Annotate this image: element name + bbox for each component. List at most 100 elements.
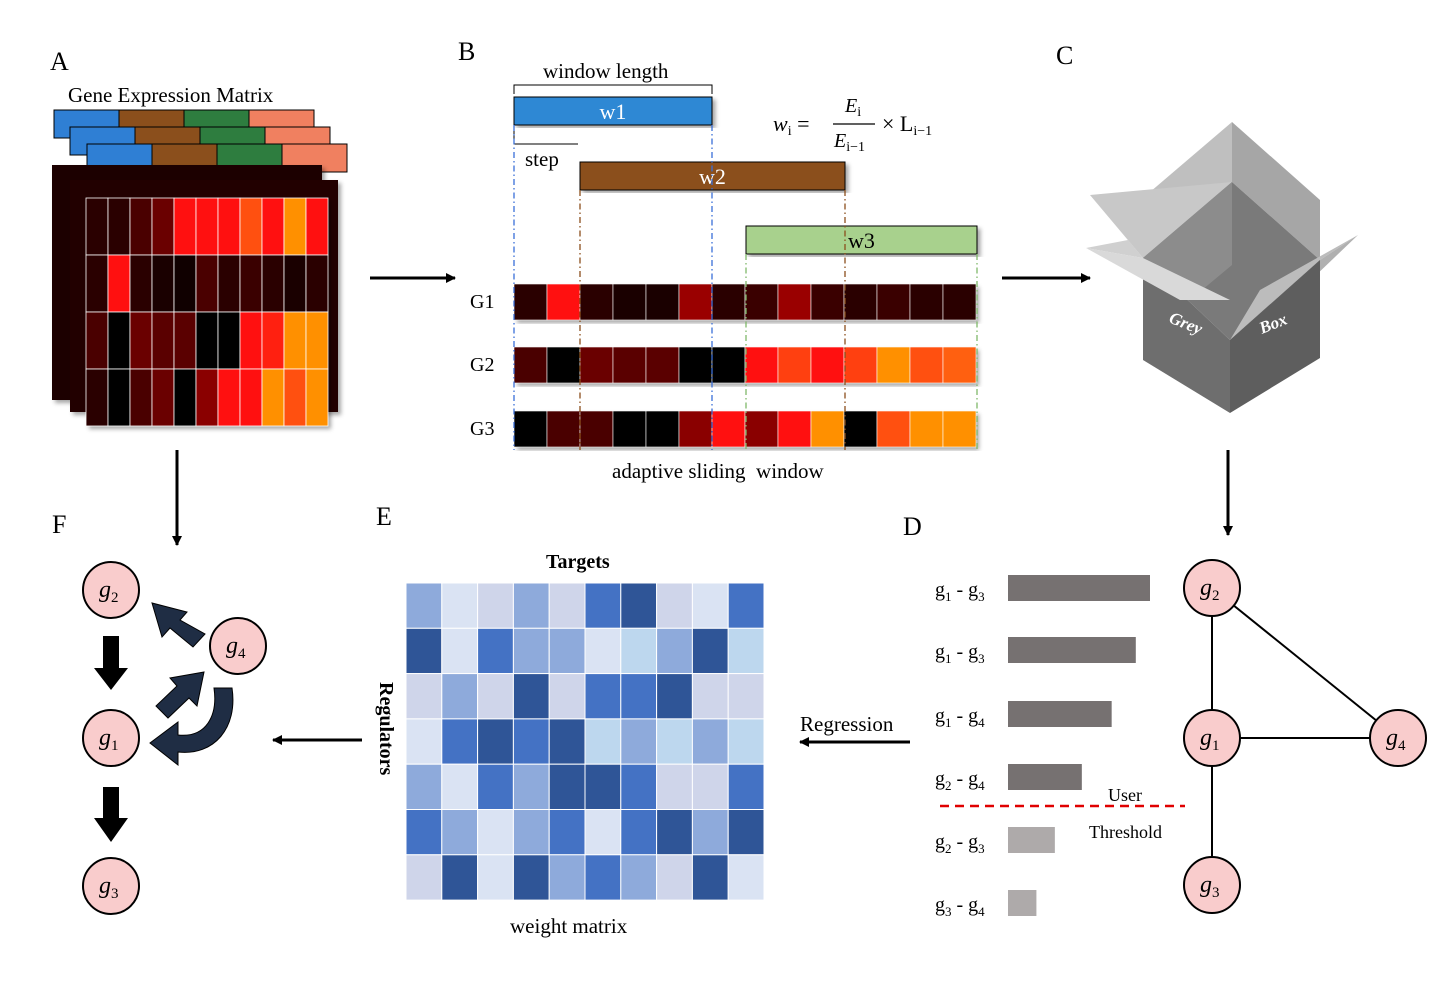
weight-cell	[691, 582, 729, 629]
node-g3: g3	[1183, 856, 1241, 914]
weight-cell	[584, 809, 622, 856]
panel-label-c: C	[1056, 41, 1073, 70]
gene-cell	[876, 346, 911, 384]
svg-text:g1: g1	[99, 725, 119, 754]
weight-cell	[441, 673, 479, 720]
weight-cell	[512, 718, 550, 765]
panel-label-a: A	[50, 47, 69, 76]
user-label: User	[1108, 785, 1142, 805]
window-label-w3: w3	[848, 228, 875, 253]
gene-cell	[579, 410, 614, 448]
gene-cell	[612, 346, 647, 384]
weight-cell	[441, 627, 479, 675]
expression-cell	[305, 368, 329, 427]
gene-cell	[777, 346, 812, 384]
edge-label: g2 - g4	[935, 768, 985, 793]
edge-score-bar	[1008, 890, 1037, 916]
weight-cell	[477, 673, 514, 720]
gene-cell	[546, 283, 581, 321]
expression-cell	[151, 368, 175, 427]
gene-cell	[777, 410, 812, 448]
expression-cell	[129, 368, 153, 427]
gene-cell	[909, 283, 944, 321]
expression-cell	[151, 254, 175, 313]
expression-cell	[261, 197, 285, 256]
matrix-header-stack	[53, 109, 348, 173]
weight-cell	[727, 809, 765, 856]
weight-cell	[441, 854, 479, 901]
window-length-brace	[513, 84, 713, 94]
gene-cell	[843, 346, 878, 384]
edge-score-bar	[1008, 637, 1136, 663]
weight-cell	[548, 763, 586, 811]
gene-cell	[579, 283, 614, 321]
weight-cell	[441, 809, 479, 856]
weight-cell	[477, 763, 514, 811]
expression-cell	[173, 311, 197, 370]
expression-cell	[173, 368, 197, 427]
expression-cell	[283, 311, 307, 370]
weight-cell	[691, 809, 729, 856]
weight-cell	[405, 582, 443, 629]
weight-cell	[620, 854, 658, 901]
weight-cell	[727, 854, 765, 901]
expression-cell	[85, 368, 109, 427]
weight-cell	[727, 673, 765, 720]
panel-label-d: D	[903, 512, 922, 541]
weight-cell	[441, 718, 479, 765]
weight-cell	[656, 763, 693, 811]
weight-cell	[512, 763, 550, 811]
gene-cell	[876, 410, 911, 448]
weight-cell	[691, 854, 729, 901]
edge-label: g1 - g3	[935, 579, 985, 604]
gene-cell	[843, 283, 878, 321]
weight-cell	[512, 673, 550, 720]
gene-rows: G1 G2 G3	[470, 283, 977, 448]
svg-text:g1: g1	[1200, 725, 1220, 754]
expression-cell	[239, 254, 263, 313]
svg-text:g3: g3	[1200, 872, 1220, 901]
svg-text:g2: g2	[1200, 575, 1220, 604]
expression-cell	[283, 254, 307, 313]
edge-score-bar	[1008, 764, 1082, 790]
weight-cell	[656, 854, 693, 901]
expression-cell	[129, 311, 153, 370]
weight-cell	[548, 809, 586, 856]
expression-cell	[305, 197, 329, 256]
weight-cell	[656, 582, 693, 629]
weight-cell	[548, 718, 586, 765]
expression-cell	[217, 254, 241, 313]
grey-box-icon: Grey Box	[1086, 122, 1358, 413]
gene-label-G1: G1	[470, 291, 494, 313]
edge-label: g1 - g3	[935, 641, 985, 666]
edge-score-bar	[1008, 575, 1150, 601]
gene-cell	[810, 410, 845, 448]
weight-cell	[727, 627, 765, 675]
weight-cell	[620, 627, 658, 675]
weight-matrix-caption: weight matrix	[510, 914, 628, 938]
weight-cell	[405, 854, 443, 901]
panel-label-e: E	[376, 502, 392, 531]
weight-cell	[405, 673, 443, 720]
network-nodes-d: g2 g1 g4 g3	[1183, 559, 1427, 914]
weight-cell	[620, 718, 658, 765]
gene-label-G2: G2	[470, 354, 494, 376]
edge-score-bar	[1008, 827, 1055, 853]
weight-cell	[656, 627, 693, 675]
node-g3: g3	[82, 857, 140, 915]
gene-cell	[645, 283, 680, 321]
gene-cell	[942, 346, 977, 384]
expression-cell	[217, 197, 241, 256]
panel-label-b: B	[458, 37, 475, 66]
expression-cell	[239, 368, 263, 427]
window-bar-w1	[513, 96, 713, 126]
edge-label: g2 - g3	[935, 831, 985, 856]
network-nodes-f: g2 g4 g1 g3	[82, 561, 267, 915]
svg-text:g4: g4	[1386, 725, 1406, 754]
threshold-label: Threshold	[1089, 822, 1162, 842]
expression-cell	[195, 368, 219, 427]
weight-cell	[441, 582, 479, 629]
gene-cell	[843, 410, 878, 448]
svg-text:g4: g4	[226, 633, 246, 662]
targets-label: Targets	[546, 551, 610, 573]
